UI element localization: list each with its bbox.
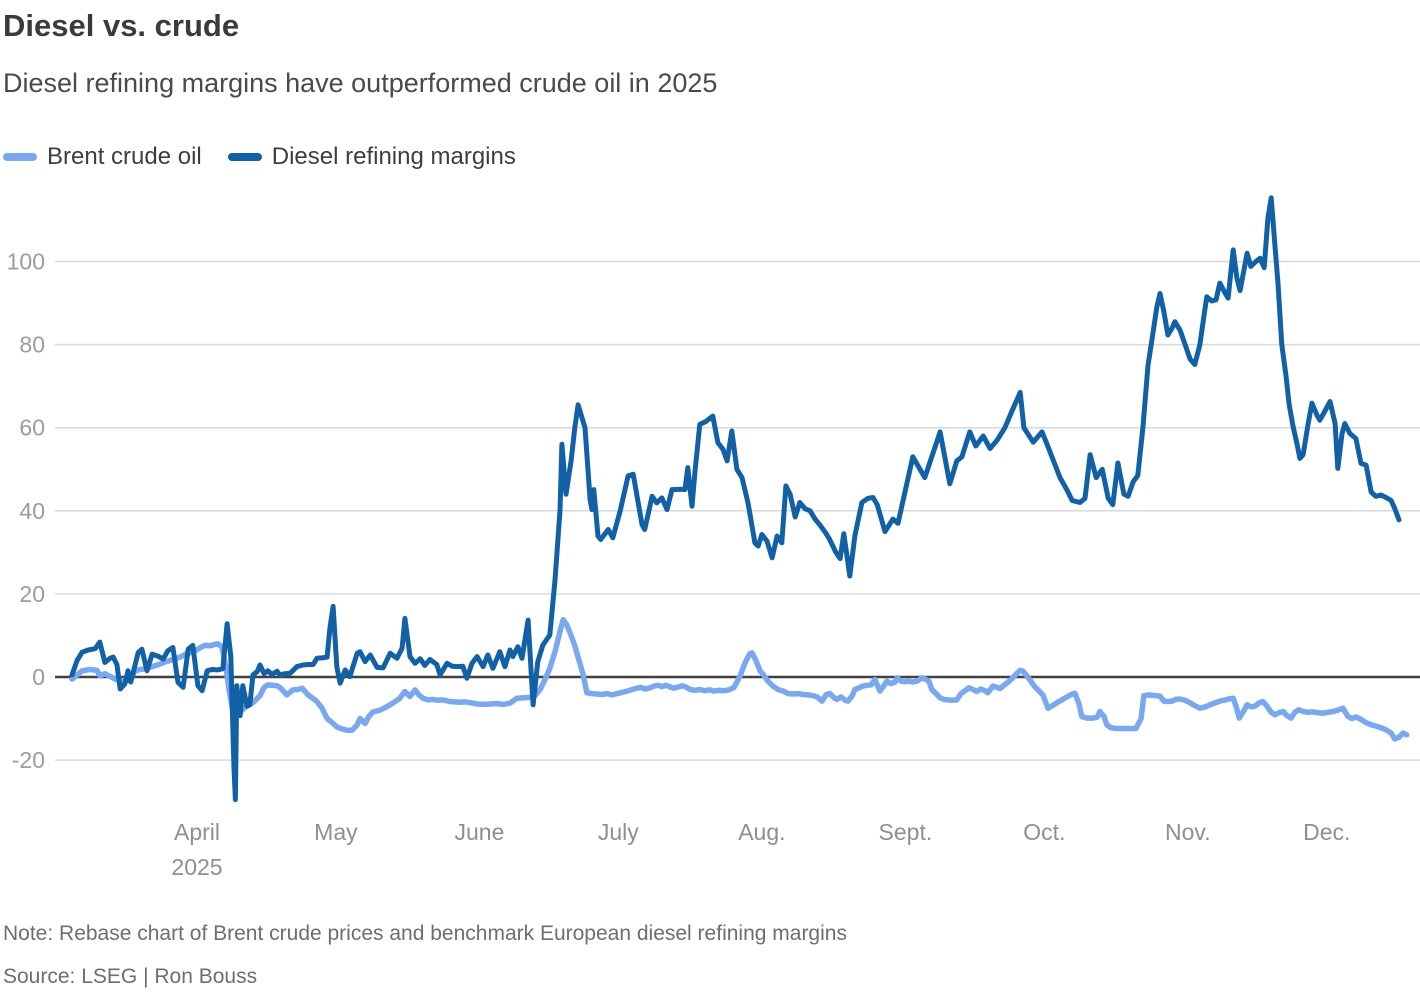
brent-line-swatch-icon	[3, 153, 37, 161]
y-axis-tick-label: -20	[12, 747, 45, 773]
y-axis-tick-label: 80	[19, 332, 45, 358]
y-axis-tick-label: 100	[7, 249, 45, 275]
x-axis-tick-label: June	[455, 819, 505, 845]
chart-note: Note: Rebase chart of Brent crude prices…	[3, 922, 847, 945]
legend-item-diesel: Diesel refining margins	[227, 143, 516, 171]
diesel-line-swatch-icon	[227, 153, 262, 161]
y-axis-tick-label: 0	[32, 664, 45, 690]
legend: Brent crude oil Diesel refining margins	[3, 143, 516, 171]
x-axis-tick-label: Dec.	[1303, 819, 1350, 845]
brent-legend-label: Brent crude oil	[47, 143, 202, 170]
x-axis-tick-label: April	[174, 819, 220, 845]
x-axis-tick-label: Nov.	[1165, 819, 1211, 845]
chart-source: Source: LSEG | Ron Bouss	[3, 965, 258, 988]
x-axis-year-label: 2025	[171, 854, 222, 880]
legend-item-brent: Brent crude oil	[3, 143, 202, 171]
x-axis-tick-label: May	[314, 819, 358, 845]
y-axis-tick-label: 60	[19, 415, 45, 441]
x-axis-tick-label: Aug.	[738, 819, 785, 845]
chart-subtitle: Diesel refining margins have outperforme…	[3, 68, 718, 98]
y-axis-tick-label: 40	[19, 498, 45, 524]
brent-crude-line	[69, 616, 1410, 742]
page-title: Diesel vs. crude	[3, 8, 240, 43]
x-axis-tick-label: Oct.	[1023, 819, 1065, 845]
x-axis-tick-label: July	[598, 819, 639, 845]
diesel-margins-line	[69, 195, 1402, 803]
diesel-legend-label: Diesel refining margins	[271, 143, 516, 170]
y-axis-tick-label: 20	[19, 581, 45, 607]
x-axis-tick-label: Sept.	[879, 819, 933, 845]
